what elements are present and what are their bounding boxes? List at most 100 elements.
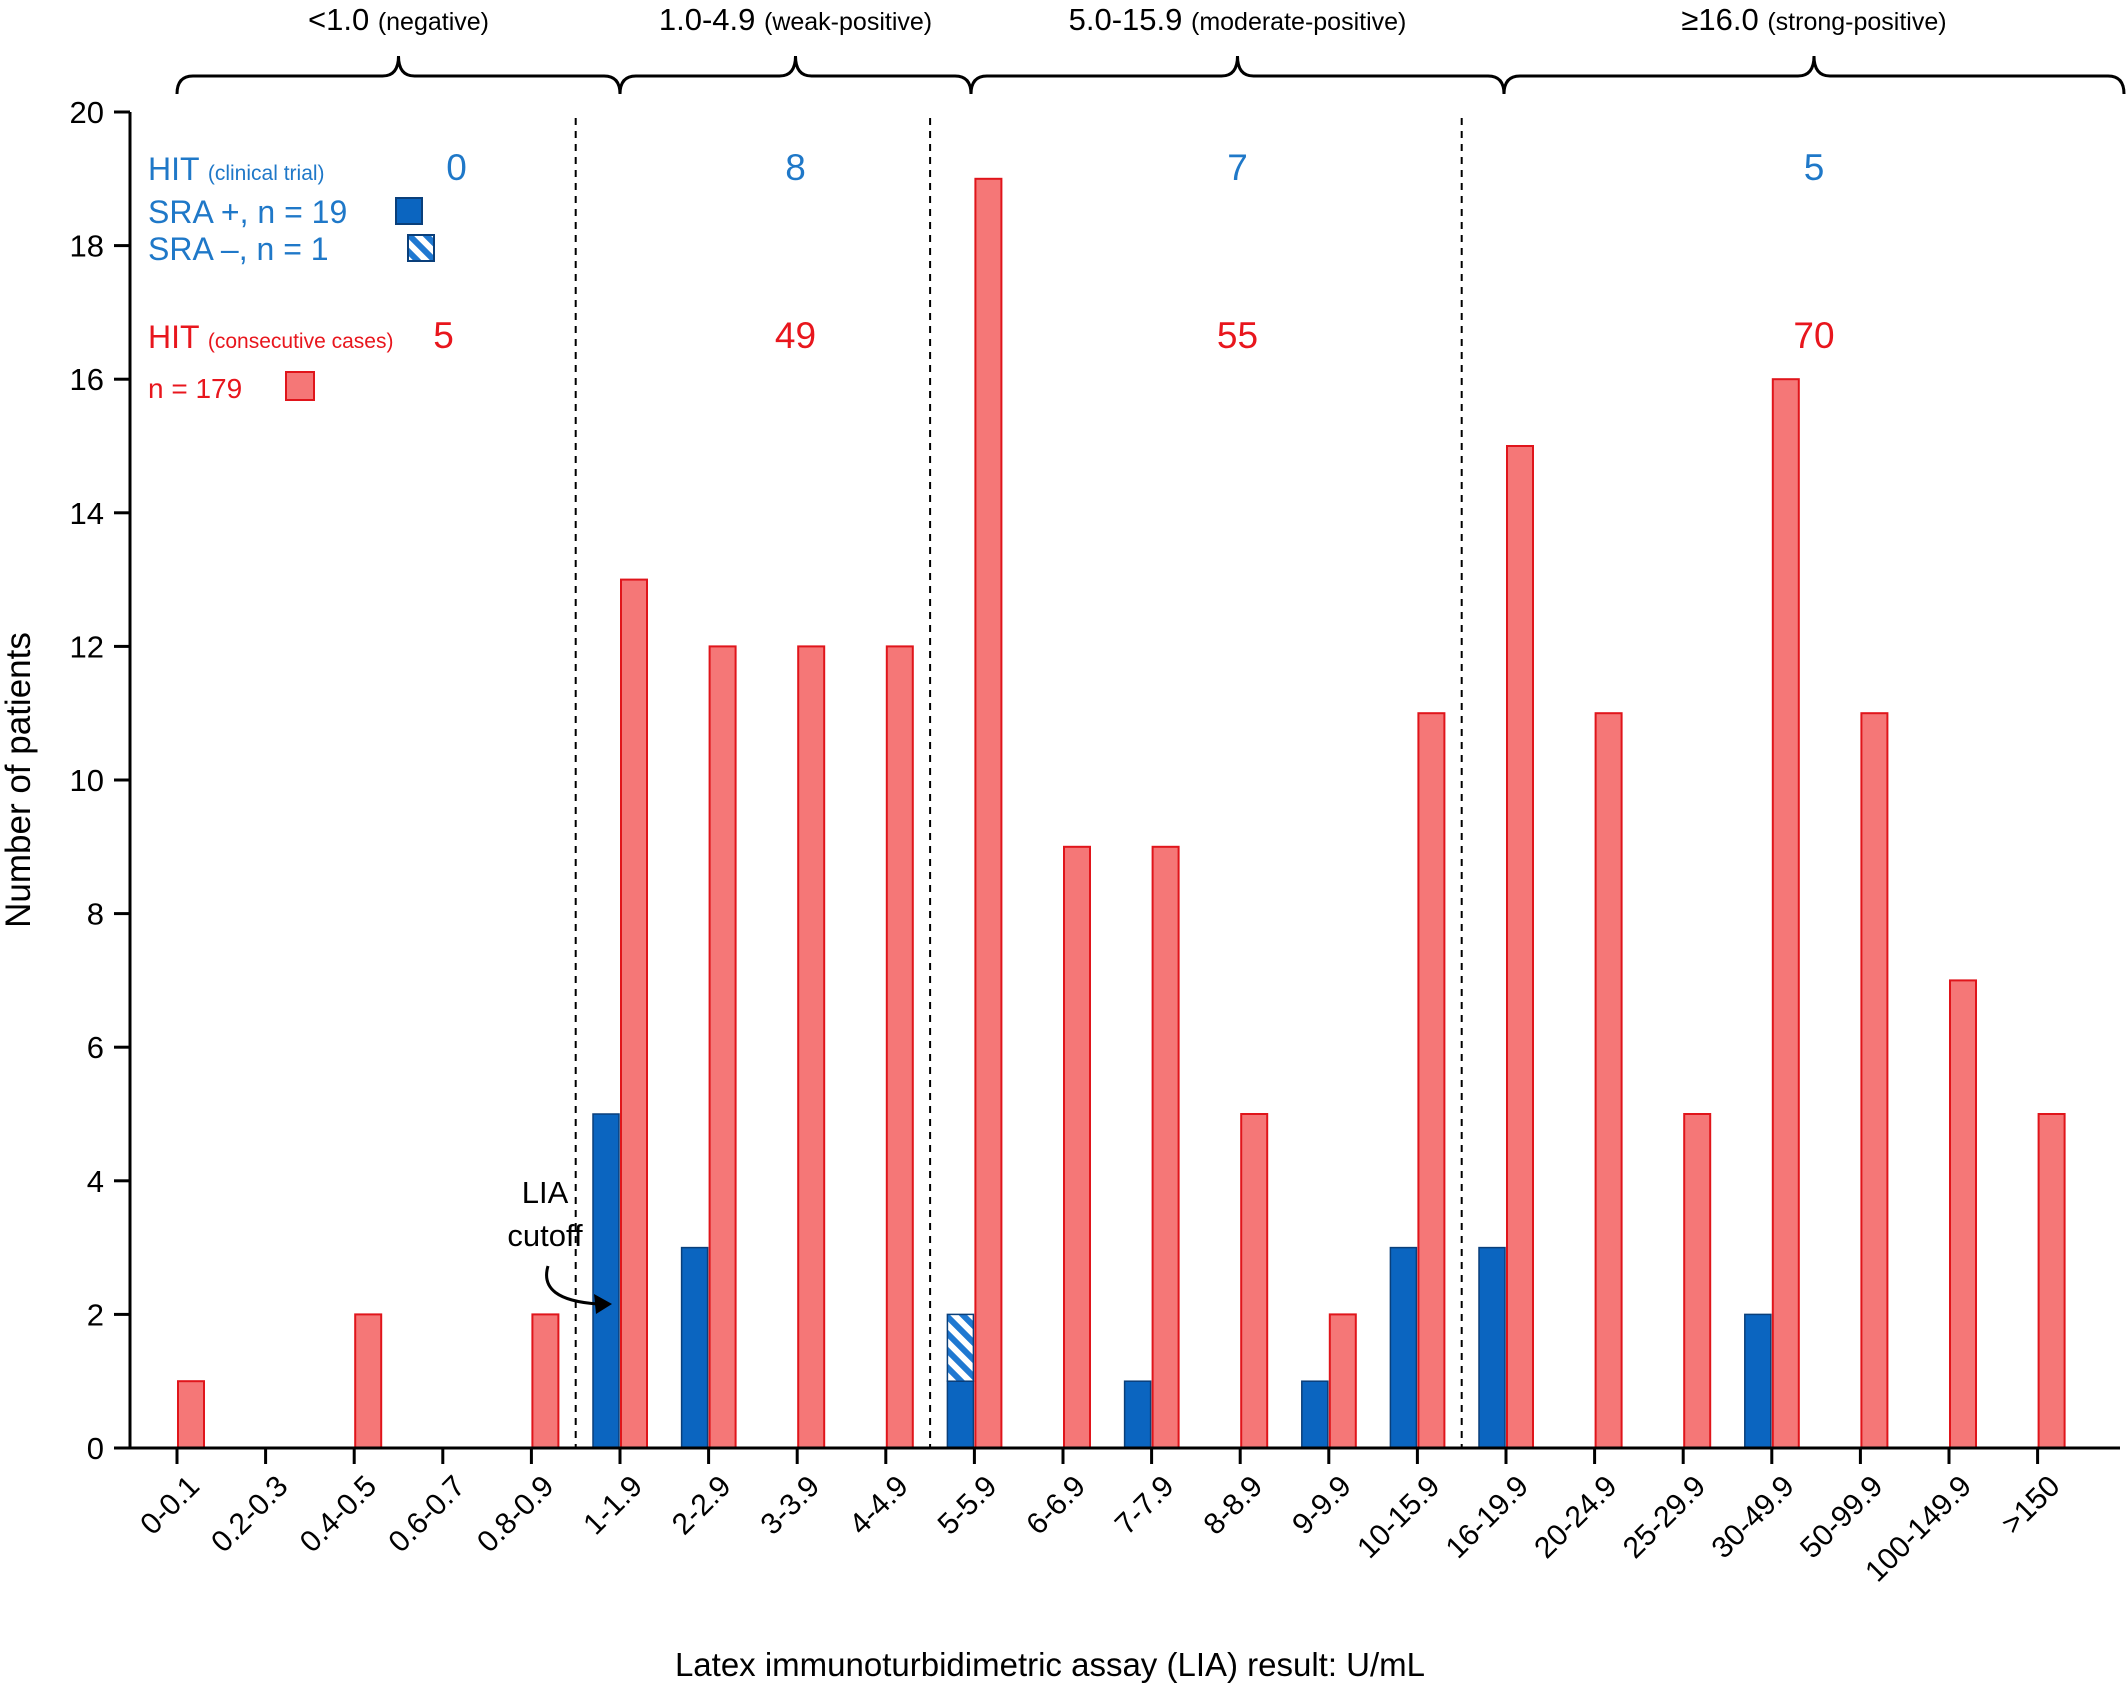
x-tick-label: >150 <box>1995 1470 2066 1541</box>
bar-sra-positive <box>1301 1380 1329 1449</box>
bar-consecutive <box>1860 712 1889 1449</box>
bar-consecutive <box>1240 1113 1269 1449</box>
x-tick-label: 10-15.9 <box>1351 1470 1446 1565</box>
bar-consecutive <box>885 645 914 1449</box>
x-tick-label: 1-1.9 <box>577 1470 649 1542</box>
legend-trial-heading: HIT (clinical trial) <box>148 151 325 187</box>
x-tick-label: 0.6-0.7 <box>382 1470 471 1559</box>
bar-consecutive <box>2037 1113 2066 1449</box>
group-range: 5.0-15.9 <box>1069 2 1191 37</box>
group-trial-count: 8 <box>785 147 806 188</box>
bar-sra-positive <box>592 1113 620 1449</box>
legend-sra-negative-label: SRA –, n = 1 <box>148 231 329 267</box>
y-tick-label: 10 <box>70 763 104 798</box>
group-range: ≥16.0 <box>1681 2 1767 37</box>
y-tick-label: 4 <box>87 1164 104 1199</box>
legend-consecutive-heading-subtitle: (consecutive cases) <box>208 330 394 353</box>
group-label: ≥16.0 (strong-positive) <box>1681 2 1946 37</box>
group-brace <box>1502 55 2126 95</box>
legend-consecutive-swatch <box>285 371 315 401</box>
x-tick-label: 3-3.9 <box>754 1470 826 1542</box>
bar-consecutive <box>1151 845 1180 1449</box>
bar-sra-positive <box>1123 1380 1152 1449</box>
bar-consecutive <box>354 1313 383 1450</box>
cutoff-label-line1: LIA <box>522 1175 569 1210</box>
x-tick-label: 25-29.9 <box>1617 1470 1712 1565</box>
bar-consecutive <box>1417 712 1446 1449</box>
y-tick-label: 8 <box>87 897 104 932</box>
group-label: 5.0-15.9 (moderate-positive) <box>1069 2 1407 37</box>
group-consecutive-count: 49 <box>775 315 816 356</box>
x-tick-label: 0.8-0.9 <box>471 1470 560 1559</box>
x-tick-label: 30-49.9 <box>1705 1470 1800 1565</box>
group-brace <box>175 55 622 95</box>
y-tick-label: 12 <box>70 629 104 664</box>
group-consecutive-count: 70 <box>1793 315 1834 356</box>
cutoff-label-line2: cutoff <box>507 1218 583 1253</box>
y-tick-label: 0 <box>87 1431 104 1466</box>
group-desc: (negative) <box>378 8 489 36</box>
group-label: 1.0-4.9 (weak-positive) <box>659 2 932 37</box>
legend-consecutive-label: n = 179 <box>148 373 242 404</box>
bar-sra-positive <box>680 1246 709 1449</box>
y-tick-label: 6 <box>87 1030 104 1065</box>
bar-consecutive <box>1949 979 1977 1450</box>
x-tick-label: 6-6.9 <box>1020 1470 1092 1542</box>
bar-consecutive <box>974 177 1003 1449</box>
y-axis-title: Number of patients <box>0 632 38 928</box>
bar-sra-negative <box>946 1313 975 1382</box>
group-desc: (moderate-positive) <box>1191 8 1406 36</box>
bar-consecutive <box>1328 1313 1357 1450</box>
legend-sra-negative-swatch <box>407 234 435 262</box>
group-range: 1.0-4.9 <box>659 2 764 37</box>
bar-consecutive <box>1063 845 1091 1449</box>
bar-sra-positive <box>946 1380 975 1449</box>
legend-consecutive-heading: HIT (consecutive cases) <box>148 319 393 355</box>
x-tick-label: 0.2-0.3 <box>205 1470 294 1559</box>
legend-trial-heading-title: HIT <box>148 151 208 187</box>
group-trial-count: 7 <box>1227 147 1248 188</box>
x-tick-label: 2-2.9 <box>666 1470 738 1542</box>
group-desc: (weak-positive) <box>764 8 932 36</box>
y-tick-label: 14 <box>70 496 104 531</box>
group-trial-count: 5 <box>1804 147 1825 188</box>
x-tick-label: 0.4-0.5 <box>294 1470 383 1559</box>
legend-trial-heading-subtitle: (clinical trial) <box>208 162 325 185</box>
bar-consecutive <box>708 645 737 1449</box>
group-brace <box>618 55 973 95</box>
group-brace <box>969 55 1506 95</box>
x-tick-label: 5-5.9 <box>932 1470 1004 1542</box>
y-tick-label: 20 <box>70 95 104 130</box>
group-label: <1.0 (negative) <box>308 2 489 37</box>
bar-consecutive <box>1506 445 1534 1449</box>
group-consecutive-count: 5 <box>433 315 454 356</box>
x-tick-label: 20-24.9 <box>1528 1470 1623 1565</box>
bar-consecutive <box>797 645 826 1449</box>
legend-sra-positive-label: SRA +, n = 19 <box>148 194 347 230</box>
bar-sra-positive <box>1478 1246 1506 1449</box>
x-tick-label: 16-19.9 <box>1440 1470 1535 1565</box>
cutoff-arrowhead <box>594 1294 612 1314</box>
cutoff-arrow <box>545 1265 599 1306</box>
bar-consecutive <box>531 1313 560 1450</box>
y-tick-label: 2 <box>87 1297 104 1332</box>
y-tick-label: 16 <box>70 362 104 397</box>
x-tick-label: 4-4.9 <box>843 1470 915 1542</box>
bar-sra-positive <box>1389 1246 1418 1449</box>
x-tick-label: 9-9.9 <box>1286 1470 1358 1542</box>
bar-sra-positive <box>1744 1313 1772 1449</box>
group-consecutive-count: 55 <box>1217 315 1258 356</box>
bar-consecutive <box>620 578 648 1449</box>
bar-consecutive <box>1594 712 1623 1449</box>
group-trial-count: 0 <box>446 147 467 188</box>
x-tick-label: 7-7.9 <box>1109 1470 1181 1542</box>
y-tick-label: 18 <box>70 229 104 264</box>
legend-sra-positive-swatch <box>395 197 423 225</box>
group-range: <1.0 <box>308 2 378 37</box>
x-tick-label: 0-0.1 <box>134 1470 206 1542</box>
bar-consecutive <box>1771 378 1800 1450</box>
bar-consecutive <box>177 1380 205 1449</box>
x-axis-title: Latex immunoturbidimetric assay (LIA) re… <box>675 1646 1425 1683</box>
